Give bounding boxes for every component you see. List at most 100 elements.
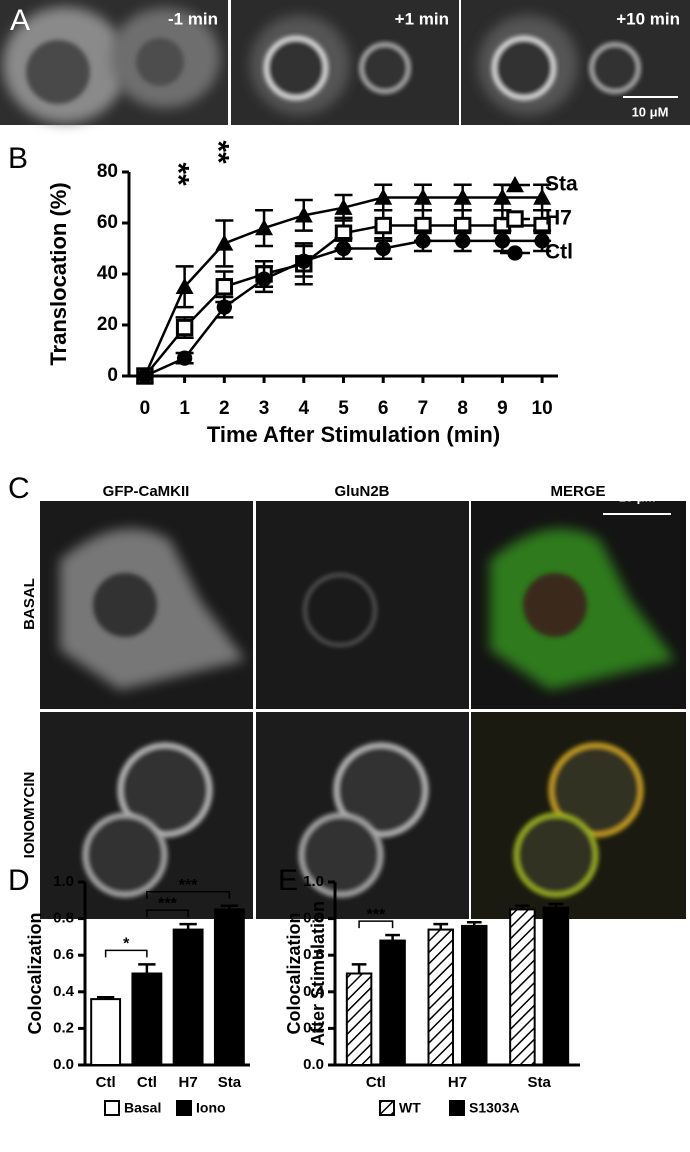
scale-bar-label: 10 μM	[632, 104, 669, 119]
data-point	[413, 188, 432, 205]
time-label: +10 min	[616, 9, 680, 28]
x-tick-label: 6	[378, 398, 389, 419]
significance-bracket	[358, 920, 394, 929]
bar	[131, 972, 163, 1066]
x-tick-label: 4	[298, 398, 309, 419]
significance-label: **	[201, 140, 234, 164]
x-tick-label: 1	[179, 398, 190, 419]
y-axis-label: Colocalization	[25, 912, 45, 1034]
legend-swatch	[449, 1100, 465, 1116]
legend-marker	[506, 210, 524, 228]
data-point	[494, 233, 511, 249]
y-tick-label: 0.6	[53, 946, 74, 963]
y-tick-label: 0.2	[53, 1019, 74, 1036]
legend-label: H7	[545, 207, 572, 230]
y-tick-label: 40	[97, 263, 118, 284]
data-point	[374, 188, 393, 205]
data-point	[493, 188, 512, 205]
legend-marker	[506, 176, 524, 193]
time-label: +1 min	[395, 9, 449, 28]
x-tick-label: Sta	[527, 1074, 551, 1091]
legend-label: Iono	[196, 1100, 226, 1116]
bar	[427, 928, 454, 1067]
legend-label: Basal	[124, 1100, 161, 1116]
data-point	[453, 188, 472, 205]
y-tick-label: 1.0	[53, 873, 74, 890]
y-tick-label: 0.0	[303, 1056, 324, 1073]
y-tick-label: 20	[97, 314, 118, 335]
scale-bar-label: 10 μM	[619, 489, 656, 504]
data-point	[256, 271, 272, 287]
y-tick-label: 0.8	[303, 910, 324, 927]
data-point	[334, 198, 353, 215]
data-point	[455, 233, 471, 249]
data-point	[533, 188, 552, 205]
y-tick-label: 0.4	[303, 983, 325, 1000]
data-point	[255, 219, 274, 236]
y-tick-label: 0.6	[303, 946, 324, 963]
data-point	[175, 277, 194, 294]
legend-swatch	[176, 1100, 192, 1116]
panel-label: C	[8, 472, 30, 505]
panel-label: D	[8, 864, 30, 897]
significance-label: ***	[158, 895, 177, 912]
data-point	[175, 318, 194, 337]
bar	[172, 928, 204, 1067]
data-point	[335, 240, 352, 257]
significance-label: *	[123, 936, 130, 953]
data-point	[296, 253, 312, 269]
y-axis-label: After Stimulation	[308, 901, 328, 1046]
legend-marker	[507, 245, 523, 261]
data-point	[415, 233, 431, 249]
bar	[461, 924, 488, 1066]
significance-bracket	[146, 891, 231, 899]
x-tick-label: Ctl	[137, 1074, 157, 1091]
x-tick-label: Sta	[218, 1074, 242, 1091]
time-label: -1 min	[168, 9, 218, 28]
data-point	[374, 216, 392, 235]
x-tick-label: 10	[532, 398, 553, 419]
panel-label: E	[278, 864, 298, 897]
bar	[379, 939, 406, 1066]
data-point	[375, 240, 391, 257]
x-tick-label: 2	[219, 398, 230, 419]
bar	[542, 906, 570, 1066]
data-point	[534, 233, 550, 249]
y-tick-label: 1.0	[303, 873, 324, 890]
significance-bracket	[104, 949, 148, 958]
x-tick-label: 8	[457, 398, 468, 419]
bar	[213, 908, 245, 1067]
panel-label: A	[10, 4, 30, 37]
data-point	[215, 234, 234, 251]
panel-a-images	[0, 0, 690, 125]
legend-label: Ctl	[545, 241, 573, 264]
data-point	[137, 368, 153, 384]
y-tick-label: 0.0	[53, 1056, 74, 1073]
legend-label: WT	[399, 1100, 421, 1116]
y-tick-label: 60	[97, 212, 118, 233]
bar	[345, 972, 373, 1066]
legend-swatch	[104, 1100, 120, 1116]
data-point	[215, 278, 234, 296]
panel-c-images	[40, 501, 686, 919]
legend-label: S1303A	[469, 1100, 520, 1116]
column-label: MERGE	[550, 483, 605, 500]
row-label: IONOMYCIN	[21, 772, 38, 859]
x-tick-label: 7	[418, 398, 429, 419]
row-label: BASAL	[21, 578, 38, 630]
x-tick-label: 9	[497, 398, 508, 419]
legend-label: Sta	[545, 173, 578, 196]
y-tick-label: 0.4	[53, 983, 75, 1000]
y-tick-label: 0.8	[53, 910, 74, 927]
legend-swatch	[379, 1100, 395, 1116]
x-axis-label: Time After Stimulation (min)	[207, 422, 500, 447]
bar	[509, 908, 536, 1067]
significance-label: **	[162, 162, 195, 186]
column-label: GFP-CaMKII	[103, 483, 190, 500]
data-point	[294, 206, 313, 223]
significance-bracket	[146, 909, 189, 918]
x-tick-label: H7	[179, 1074, 198, 1091]
x-tick-label: 5	[338, 398, 349, 419]
x-tick-label: Ctl	[366, 1074, 386, 1091]
